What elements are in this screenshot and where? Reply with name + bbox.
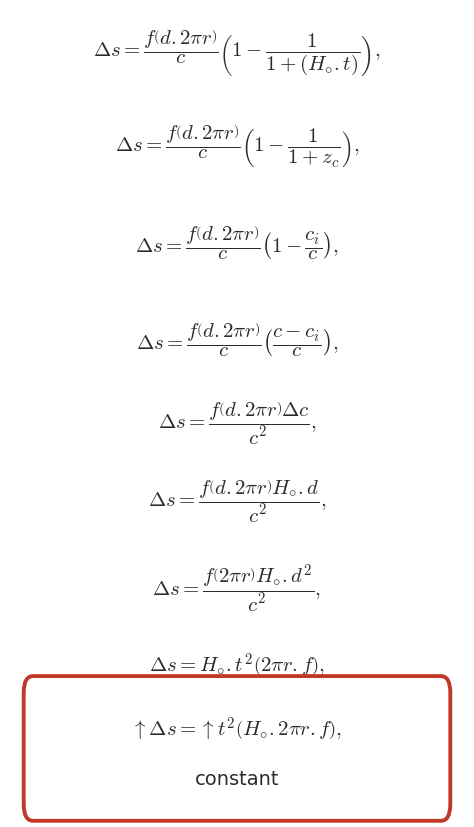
Text: $\Delta s = \dfrac{f\left(d.2\pi r\right)}{c}\left(\dfrac{c - c_i}{c}\right),$: $\Delta s = \dfrac{f\left(d.2\pi r\right… xyxy=(136,322,338,360)
Text: $\Delta s = H_{\circ}.t^2\left(2\pi r.f\right),$: $\Delta s = H_{\circ}.t^2\left(2\pi r.f\… xyxy=(149,652,325,680)
Text: $\Delta s = \dfrac{f\left(d.2\pi r\right)}{c}\left(1 - \dfrac{1}{1+(H_{\circ}.t): $\Delta s = \dfrac{f\left(d.2\pi r\right… xyxy=(93,28,381,79)
Text: $\Delta s = \dfrac{f\left(d.2\pi r\right)\Delta c}{c^2},$: $\Delta s = \dfrac{f\left(d.2\pi r\right… xyxy=(158,400,316,447)
Text: $\Delta s = \dfrac{f\left(d.2\pi r\right)}{c}\left(1 - \dfrac{c_i}{c}\right),$: $\Delta s = \dfrac{f\left(d.2\pi r\right… xyxy=(135,224,339,262)
Text: constant: constant xyxy=(195,771,279,789)
Text: $\Delta s = \dfrac{f\left(d.2\pi r\right)}{c}\left(1 - \dfrac{1}{1+z_c}\right),$: $\Delta s = \dfrac{f\left(d.2\pi r\right… xyxy=(115,124,359,170)
Text: $\Delta s = \dfrac{f\left(2\pi r\right)H_{\circ}.d^2}{c^2},$: $\Delta s = \dfrac{f\left(2\pi r\right)H… xyxy=(152,562,322,615)
FancyBboxPatch shape xyxy=(24,676,450,820)
Text: $\Delta s = \dfrac{f\left(d.2\pi r\right)H_{\circ}.d}{c^2},$: $\Delta s = \dfrac{f\left(d.2\pi r\right… xyxy=(148,479,326,525)
Text: $\uparrow \Delta s = \uparrow t^2\left(H_{\circ}.2\pi r.f\right),$: $\uparrow \Delta s = \uparrow t^2\left(H… xyxy=(131,716,343,744)
